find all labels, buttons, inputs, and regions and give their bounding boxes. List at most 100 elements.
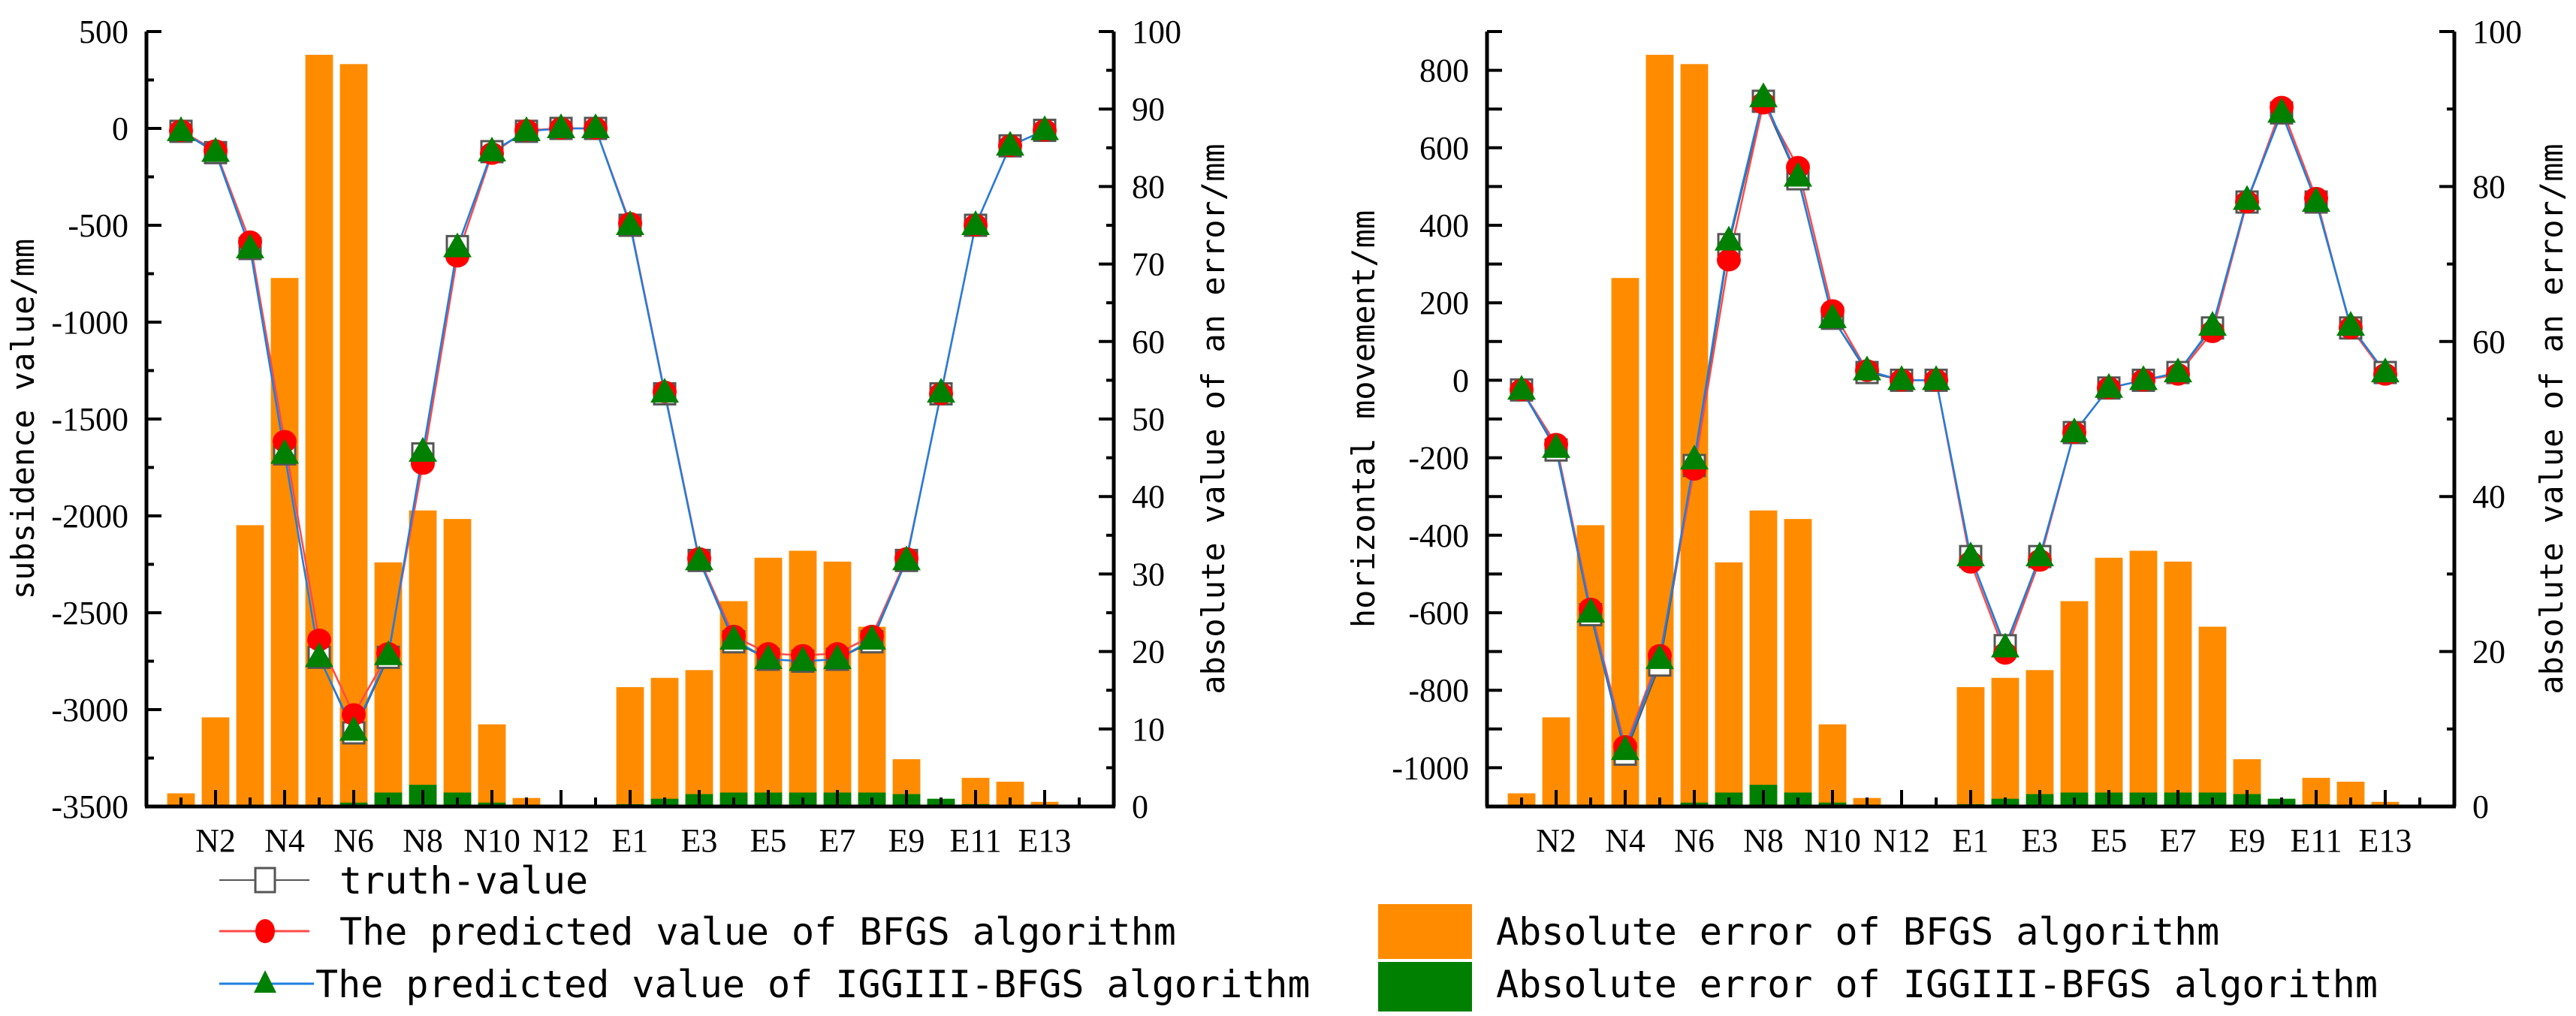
right-tick-label: 30	[1132, 556, 1165, 592]
igg-triangle-marker	[1576, 598, 1605, 623]
igg-triangle-marker	[2336, 311, 2365, 336]
igg-triangle-marker	[374, 640, 403, 665]
bfgs-error-bar	[754, 557, 783, 806]
x-tick-label: N2	[1536, 822, 1576, 859]
green-swatch-icon	[1378, 962, 1472, 1011]
right-tick-label: 0	[1132, 788, 1148, 825]
igg-line	[1520, 94, 2387, 754]
x-tick-label: E9	[888, 822, 925, 859]
x-tick-label: N12	[532, 822, 590, 859]
horizontal-movement-chart: -1000 -800 -600 -400 -200 0 200 400 600 800 0 20 40 6…	[1345, 14, 2570, 859]
x-tick-label: E3	[681, 822, 718, 859]
bfgs-error-bar	[616, 687, 644, 806]
igg-triangle-marker	[1818, 303, 1847, 328]
bfgs-circle-marker	[307, 629, 331, 652]
igg-triangle-marker	[581, 113, 610, 138]
legend-item-bfgs-pred: The predicted value of BFGS algorithm	[219, 910, 1176, 954]
igg-triangle-marker	[478, 136, 506, 161]
left-tick-label: -2500	[51, 595, 128, 632]
igg-triangle-marker	[996, 131, 1024, 156]
igg-triangle-marker	[754, 644, 783, 669]
bfgs-error-bar	[823, 561, 852, 806]
hollow-square-icon	[254, 867, 276, 894]
x-tick-label: N6	[1674, 822, 1715, 859]
bfgs-error-bar	[1784, 519, 1812, 806]
left-tick-label: 400	[1419, 207, 1469, 244]
x-tick-label: N12	[1873, 822, 1930, 859]
bfgs-error-bar	[685, 670, 713, 806]
axes: -3500 -3000 -2500 -2000 -1500 -1000 -500 0 500 0 1…	[5, 14, 1232, 859]
legend-item-igg-err: Absolute error of IGGIII-BFGS algorithm	[1378, 962, 2378, 1011]
igg-triangle-marker	[236, 233, 264, 258]
left-axis-title: horizontal movement/mm	[1345, 210, 1382, 628]
x-tick-label: N6	[333, 822, 374, 859]
legend-lines: truth-value The predicted value of BFGS …	[219, 859, 1311, 1006]
x-tick-label: N10	[1804, 822, 1861, 859]
bfgs-circle-marker	[1717, 249, 1741, 272]
bfgs-error-bar	[789, 550, 817, 806]
bfgs-error-bar	[2129, 550, 2158, 806]
error-bars	[1507, 54, 2400, 807]
x-tick-label: E7	[819, 822, 856, 859]
right-tick-label: 70	[1132, 246, 1165, 283]
igg-triangle-marker	[719, 625, 748, 650]
right-tick-label: 80	[1132, 168, 1165, 205]
right-tick-label: 90	[1132, 91, 1165, 128]
bfgs-error-bar	[409, 510, 437, 806]
igg-triangle-marker	[650, 378, 679, 403]
bfgs-error-bar	[236, 525, 264, 806]
igg-triangle-marker	[1853, 355, 1881, 381]
right-tick-label: 0	[2472, 788, 2489, 825]
legend-item-bfgs-err: Absolute error of BFGS algorithm	[1378, 904, 2219, 959]
bfgs-error-bar	[1715, 562, 1743, 806]
bfgs-error-bar	[858, 626, 886, 806]
igg-triangle-marker	[2233, 185, 2261, 210]
right-tick-label: 40	[1132, 478, 1165, 515]
igg-triangle-marker	[892, 545, 921, 571]
left-tick-label: 600	[1419, 130, 1469, 167]
igg-triangle-marker	[1922, 365, 1950, 390]
x-tick-label: N4	[1605, 822, 1645, 859]
bfgs-error-bar	[305, 54, 333, 806]
x-tick-label: E11	[2290, 822, 2342, 859]
x-tick-label: N8	[1743, 822, 1784, 859]
right-tick-label: 20	[2472, 634, 2505, 671]
bfgs-error-bar	[2095, 557, 2123, 806]
right-tick-label: 60	[1132, 324, 1165, 360]
bfgs-error-bar	[1645, 54, 1674, 806]
igg-triangle-marker	[1645, 644, 1674, 669]
bfgs-error-bar	[1991, 677, 2019, 806]
igg-triangle-marker	[2267, 98, 2296, 123]
bfgs-error-bar	[443, 519, 472, 806]
bfgs-error-bar	[2026, 670, 2054, 806]
left-tick-label: -800	[1408, 672, 1469, 709]
igg-triangle-marker	[2164, 357, 2192, 383]
x-tick-label: N4	[264, 822, 305, 859]
left-axis-title: subsidence value/mm	[5, 239, 41, 599]
x-tick-label: E7	[2160, 822, 2197, 859]
left-tick-label: 0	[1452, 362, 1469, 399]
igg-triangle-marker	[961, 210, 990, 235]
left-tick-label: 800	[1419, 53, 1469, 89]
left-tick-label: -200	[1408, 440, 1469, 477]
igg-triangle-marker	[1749, 82, 1778, 107]
right-tick-label: 80	[2472, 168, 2505, 205]
right-tick-label: 10	[1132, 711, 1165, 748]
igg-triangle-marker	[823, 644, 852, 669]
igg-triangle-marker	[789, 646, 817, 671]
left-tick-label: -3000	[51, 692, 128, 728]
igg-triangle-marker	[1715, 225, 1743, 251]
igg-triangle-marker	[2302, 187, 2330, 213]
igg-triangle-marker	[443, 232, 472, 258]
right-tick-label: 40	[2472, 478, 2505, 515]
left-tick-label: -500	[68, 207, 128, 244]
right-tick-label: 60	[2472, 324, 2505, 360]
igg-triangle-marker	[1784, 161, 1812, 187]
legend-label-igg-err: Absolute error of IGGIII-BFGS algorithm	[1496, 963, 2378, 1006]
bfgs-circle-marker	[342, 703, 366, 726]
igg-triangle-marker	[339, 716, 368, 741]
x-tick-label: N2	[195, 822, 236, 859]
igg-triangle-marker	[1611, 735, 1639, 761]
